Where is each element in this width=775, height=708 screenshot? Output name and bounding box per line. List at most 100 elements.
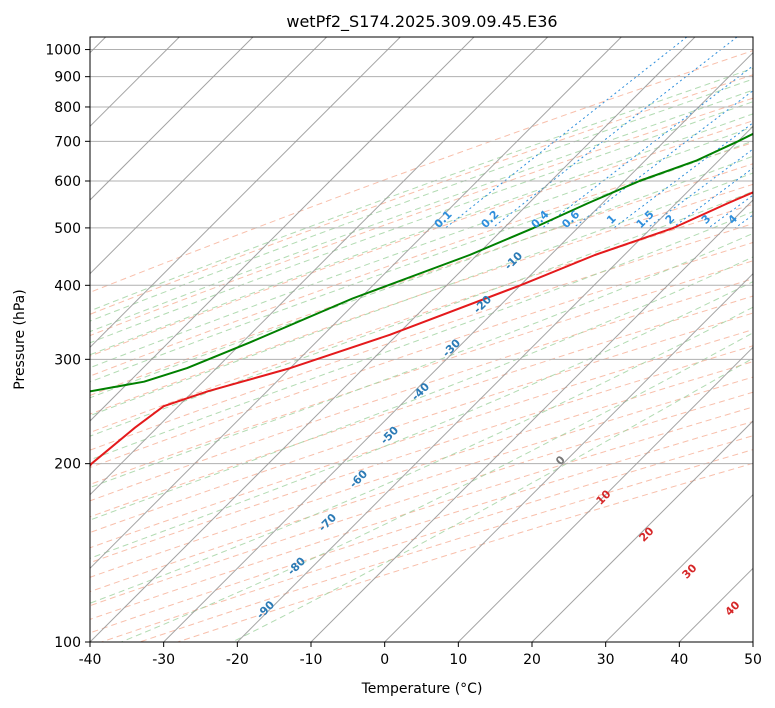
isotherm-gridline <box>90 37 549 496</box>
dry-adiabat-line <box>90 163 753 396</box>
isotherm-gridline <box>90 37 254 201</box>
mixing-ratio-label: 6 <box>764 212 775 227</box>
line-labels: 0.10.20.40.611.52346810131620253036-100-… <box>220 208 775 642</box>
moist-adiabats <box>90 67 753 642</box>
y-tick-label: 600 <box>54 174 81 190</box>
y-tick-label: 900 <box>54 70 81 86</box>
chart-title: wetPf2_S174.2025.309.09.45.E36 <box>286 12 557 32</box>
isotherm-gridline <box>605 493 753 642</box>
isotherm-gridline <box>163 51 753 642</box>
mixing-ratio-line <box>613 122 753 229</box>
x-tick-label: -10 <box>300 652 323 668</box>
isotherm-gridline <box>90 37 475 422</box>
x-axis-label: Temperature (°C) <box>361 681 483 697</box>
moist-adiabat-label: -60 <box>347 467 370 490</box>
y-tick-label: 300 <box>54 352 81 368</box>
mixing-ratio-label: 3 <box>699 212 714 227</box>
plot-area: 0.10.20.40.611.52346810131620253036-100-… <box>90 37 775 642</box>
isotherm-gridline <box>90 37 328 275</box>
x-tick-label: -40 <box>79 652 102 668</box>
dry-adiabat-line <box>90 241 753 469</box>
mixing-ratio-label: 1 <box>604 212 619 227</box>
dry-adiabat-label: 10 <box>594 487 614 507</box>
moist-adiabat-line <box>90 172 753 417</box>
dry-adiabat-line <box>90 74 753 315</box>
dry-adiabat-line <box>90 223 753 451</box>
moist-adiabat-line <box>90 210 753 461</box>
dry-adiabat-line <box>90 329 753 549</box>
y-tick-label: 1000 <box>45 43 81 59</box>
moist-adiabat-label: -30 <box>440 336 463 359</box>
moist-adiabat-line <box>90 89 753 333</box>
x-tick-label: 50 <box>744 652 762 668</box>
moist-adiabat-line <box>90 281 753 559</box>
moist-adiabat-line <box>90 232 753 489</box>
x-tick-label: -30 <box>152 652 175 668</box>
dry-adiabat-line <box>90 142 753 377</box>
moist-adiabat-line <box>90 113 753 356</box>
dry-adiabat-line <box>90 50 753 293</box>
dry-adiabat-line <box>90 97 753 337</box>
x-tick-label: 0 <box>380 652 389 668</box>
y-tick-label: 800 <box>54 100 81 116</box>
moist-adiabat-line <box>232 357 753 642</box>
moist-adiabat-label: -70 <box>316 511 339 534</box>
isotherm-gridline <box>310 199 753 642</box>
moist-adiabat-line <box>90 78 753 322</box>
moist-adiabat-line <box>121 332 753 642</box>
y-axis-label: Pressure (hPa) <box>12 289 28 389</box>
dry-adiabat-line <box>90 361 753 578</box>
mixing-ratio-label: 2 <box>663 212 678 227</box>
mixing-ratio-line <box>672 167 753 229</box>
isotherm-gridline <box>90 37 696 642</box>
x-tick-label: 20 <box>523 652 541 668</box>
mixing-ratio-line <box>492 37 738 229</box>
y-tick-label: 100 <box>54 635 81 651</box>
x-tick-label: -20 <box>226 652 249 668</box>
moist-adiabat-line <box>90 101 753 344</box>
y-tick-label: 700 <box>54 134 81 150</box>
moist-adiabat-line <box>90 190 753 437</box>
dry-adiabat-line <box>90 295 753 518</box>
isotherm-gridline <box>531 420 753 642</box>
moist-adiabat-line <box>90 67 753 312</box>
x-tick-label: 30 <box>597 652 615 668</box>
x-tick-label: 10 <box>449 652 467 668</box>
isotherm-gridline <box>90 37 401 349</box>
moist-adiabat-label: -90 <box>254 598 277 621</box>
x-tick-label: 40 <box>670 652 688 668</box>
y-tick-label: 400 <box>54 278 81 294</box>
isotherm-gridline <box>384 272 753 642</box>
mixing-ratio-line <box>734 214 753 229</box>
moist-adiabat-line <box>90 256 753 521</box>
moist-adiabat-label: -10 <box>502 249 525 272</box>
profile-lines <box>90 132 753 468</box>
isotherm-gridline <box>678 567 753 642</box>
y-tick-label: 200 <box>54 457 81 473</box>
mixing-ratio-line <box>572 90 753 229</box>
dry-adiabat-line <box>90 260 753 485</box>
dry-adiabats <box>90 50 753 642</box>
dry-adiabat-line <box>90 376 753 593</box>
moist-adiabat-label: -50 <box>378 424 401 447</box>
dry-adiabat-label: 40 <box>723 598 743 618</box>
moist-adiabat-line <box>90 306 753 604</box>
dry-adiabat-line <box>90 278 753 502</box>
mixing-ratio-lines <box>445 37 753 229</box>
isotherm-gridlines <box>90 37 753 642</box>
moist-adiabat-line <box>90 155 753 399</box>
isobar-gridlines <box>90 49 753 642</box>
plot-frame <box>89 36 754 643</box>
dry-adiabat-line <box>90 183 753 415</box>
dry-adiabat-line <box>177 462 753 642</box>
isotherm-gridline <box>752 641 753 642</box>
moist-adiabat-line <box>90 140 753 383</box>
dewpoint-profile-line <box>90 132 753 393</box>
isotherm-gridline <box>90 37 622 570</box>
y-axis: 100 200 300 400 500 600 700 800 900 1000 <box>45 43 90 651</box>
dry-adiabat-label: 20 <box>637 524 657 544</box>
dry-adiabat-line <box>90 120 753 357</box>
dry-adiabat-label: 30 <box>680 561 700 581</box>
dry-adiabat-line <box>90 312 753 534</box>
